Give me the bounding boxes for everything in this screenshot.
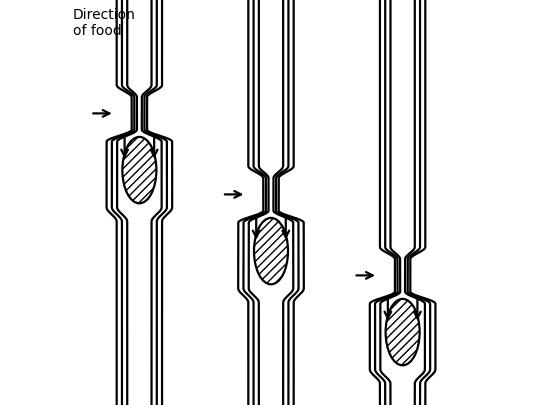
Ellipse shape xyxy=(385,299,420,365)
Ellipse shape xyxy=(122,137,157,203)
Ellipse shape xyxy=(254,218,288,284)
Text: Direction
of food: Direction of food xyxy=(73,8,136,38)
